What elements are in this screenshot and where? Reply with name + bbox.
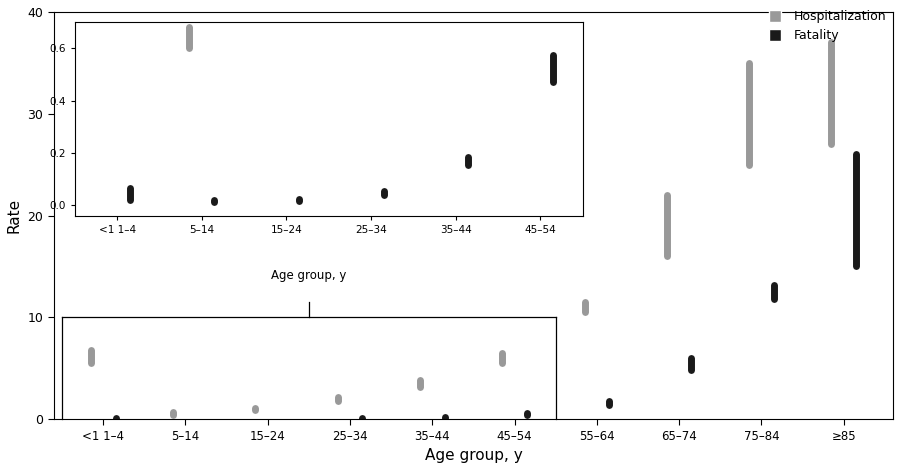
Text: Age group, y: Age group, y [271,269,346,282]
Y-axis label: Rate: Rate [7,198,22,233]
Legend: Hospitalization, Fatality: Hospitalization, Fatality [763,10,886,42]
X-axis label: Age group, y: Age group, y [425,448,522,463]
